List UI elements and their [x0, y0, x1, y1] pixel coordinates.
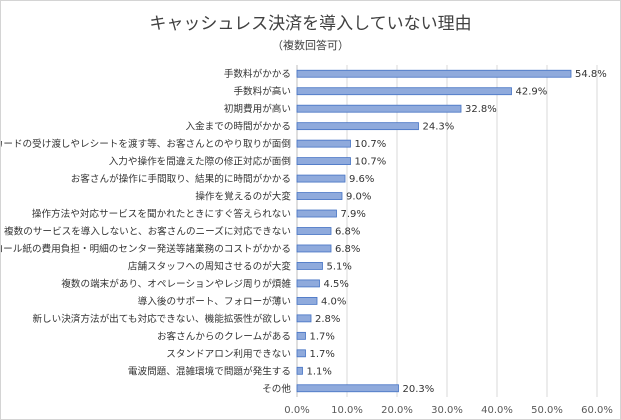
bar — [296, 122, 419, 131]
bar — [296, 174, 346, 183]
bar — [296, 157, 351, 166]
x-tick-label: 30.0% — [431, 405, 463, 416]
category-label: 操作を覚えるのが大変 — [195, 191, 291, 203]
category-label: 電波問題、混雑環境で問題が発生する — [128, 365, 291, 377]
category-label: お客さんが操作に手間取り、結果的に時間がかかる — [71, 173, 291, 185]
bar — [296, 384, 399, 393]
category-label: 導入後のサポート、フォローが薄い — [138, 295, 291, 307]
bar — [296, 87, 512, 96]
data-label: 1.7% — [310, 349, 335, 360]
x-tick-label: 40.0% — [481, 405, 513, 416]
data-label: 5.1% — [327, 261, 352, 272]
x-tick-label: 0.0% — [284, 405, 309, 416]
category-label: 新しい決済方法が出ても対応できない、機能拡張性が欲しい — [32, 313, 291, 325]
category-label: お客さんからのクレームがある — [157, 330, 291, 342]
bar — [296, 104, 462, 113]
data-label: 7.9% — [341, 209, 366, 220]
bar — [296, 69, 572, 78]
x-tick-label: 20.0% — [381, 405, 413, 416]
data-label: 10.7% — [355, 157, 387, 168]
data-label: 32.8% — [465, 104, 497, 115]
data-label: 10.7% — [355, 139, 387, 150]
category-label: 操作方法や対応サービスを聞かれたときにすぐ答えられない — [32, 208, 291, 220]
category-label: 手数料がかかる — [224, 68, 291, 80]
chart-title: キャッシュレス決済を導入していない理由 — [149, 14, 472, 34]
bar — [296, 366, 303, 375]
data-label: 20.3% — [403, 384, 435, 395]
data-label: 4.0% — [321, 296, 346, 307]
data-label: 24.3% — [423, 122, 455, 133]
category-label: 入力や操作を間違えた際の修正対応が面倒 — [109, 156, 291, 168]
data-label: 6.8% — [335, 227, 360, 238]
bar — [296, 331, 306, 340]
category-label: カードの受け渡しやレシートを渡す等、お客さんとのやり取りが面倒 — [1, 138, 291, 150]
category-label: スタンドアロン利用できない — [166, 348, 291, 360]
data-label: 2.8% — [315, 314, 340, 325]
x-tick-label: 10.0% — [331, 405, 363, 416]
category-label: 手数料が高い — [233, 86, 291, 98]
category-label: 複数のサービスを導入しないと、お客さんのニーズに対応できない — [4, 226, 291, 238]
x-tick-label: 50.0% — [531, 405, 563, 416]
bar — [296, 296, 318, 305]
category-label: 複数の端末があり、オペレーションやレジ周りが煩雑 — [61, 278, 291, 290]
bar — [296, 314, 312, 323]
data-label: 1.7% — [310, 331, 335, 342]
chart-subtitle: （複数回答可） — [272, 39, 349, 52]
bar — [296, 244, 332, 253]
data-label: 6.8% — [335, 244, 360, 255]
bar — [296, 349, 306, 358]
category-label: 店舗スタッフへの周知させるのが大変 — [128, 260, 291, 272]
bar — [296, 139, 351, 148]
bar — [296, 279, 320, 288]
category-label: 入金までの時間がかかる — [185, 121, 291, 133]
data-label: 54.8% — [575, 69, 607, 80]
category-label: その他 — [262, 383, 291, 395]
data-label: 1.1% — [307, 366, 332, 377]
bar — [296, 262, 323, 270]
category-label: 初期費用が高い — [224, 103, 291, 115]
bar — [296, 227, 332, 235]
bar — [296, 192, 343, 200]
data-label: 4.5% — [324, 279, 349, 290]
category-label: ロール紙の費用負担・明細のセンター発送等諸業務のコストがかかる — [1, 243, 291, 255]
x-tick-label: 60.0% — [581, 405, 613, 416]
bar — [296, 209, 337, 218]
data-label: 9.6% — [349, 174, 374, 185]
data-label: 9.0% — [346, 192, 371, 203]
data-label: 42.9% — [516, 87, 548, 98]
